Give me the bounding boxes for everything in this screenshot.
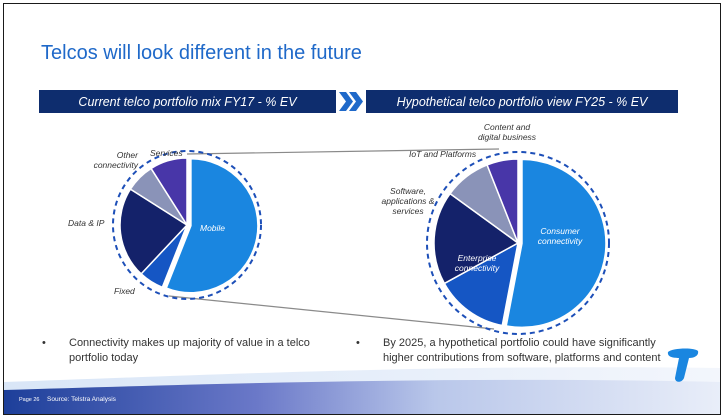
label-fixed: Fixed: [114, 286, 135, 296]
label-iot-platforms: IoT and Platforms: [409, 149, 477, 159]
label-enterprise-connectivity: Enterprise connectivity: [444, 253, 510, 273]
slice-software-applications: [433, 192, 520, 285]
label-consumer-connectivity: Consumer connectivity: [522, 226, 598, 246]
source-note: Source: Telstra Analysis: [47, 396, 116, 403]
pie-charts: [112, 148, 610, 335]
label-software-applications: Software, applications & services: [372, 186, 444, 216]
label-mobile: Mobile: [200, 223, 226, 233]
slide-title: Telcos will look different in the future: [41, 42, 362, 64]
footer-wave: [4, 367, 720, 414]
bullet-dot: •: [356, 337, 360, 349]
dashed-outline-left: [112, 150, 262, 300]
banner-hypothetical-portfolio: Hypothetical telco portfolio view FY25 -…: [366, 90, 678, 113]
label-software-line2: applications &: [381, 196, 435, 206]
dashed-outline-right: [426, 151, 610, 335]
slide-frame: Telcos will look different in the future…: [3, 3, 721, 415]
label-enterprise-line1: Enterprise: [457, 253, 497, 263]
left-pie-chart: [112, 150, 262, 300]
label-other-connectivity: Other connectivity: [92, 150, 138, 170]
label-services: Services: [150, 148, 183, 158]
slice-data-ip: [119, 188, 189, 275]
label-consumer-line1: Consumer: [540, 226, 580, 236]
slice-consumer-connectivity: [505, 158, 607, 329]
label-other-line1: Other: [116, 150, 138, 160]
telstra-logo-icon: [667, 348, 699, 382]
page-number: Page 26: [19, 397, 40, 403]
slice-mobile: [165, 157, 259, 294]
slice-content-digital: [486, 158, 519, 244]
slice-enterprise-connectivity: [443, 241, 520, 327]
right-pie-chart: [426, 151, 610, 335]
label-data-ip: Data & IP: [68, 218, 105, 228]
connector-line-bottom: [168, 295, 495, 330]
banner-current-portfolio: Current telco portfolio mix FY17 - % EV: [39, 90, 336, 113]
label-content-line2: digital business: [477, 132, 537, 142]
zoom-connector-lines: [168, 148, 500, 330]
label-consumer-line2: connectivity: [537, 236, 583, 246]
bullet-left-text: Connectivity makes up majority of value …: [69, 337, 310, 364]
bullet-dot: •: [42, 337, 46, 349]
label-content-line1: Content and: [483, 122, 531, 132]
slice-services: [150, 157, 188, 228]
label-content-digital: Content and digital business: [472, 122, 542, 142]
label-software-line1: Software,: [390, 186, 426, 196]
label-enterprise-line2: connectivity: [454, 263, 500, 273]
label-software-line3: services: [392, 206, 424, 216]
bullet-right-text: By 2025, a hypothetical portfolio could …: [383, 337, 661, 364]
chevron-arrows-icon: [339, 92, 363, 111]
connector-line-top: [186, 148, 500, 155]
label-other-line2: connectivity: [93, 160, 138, 170]
